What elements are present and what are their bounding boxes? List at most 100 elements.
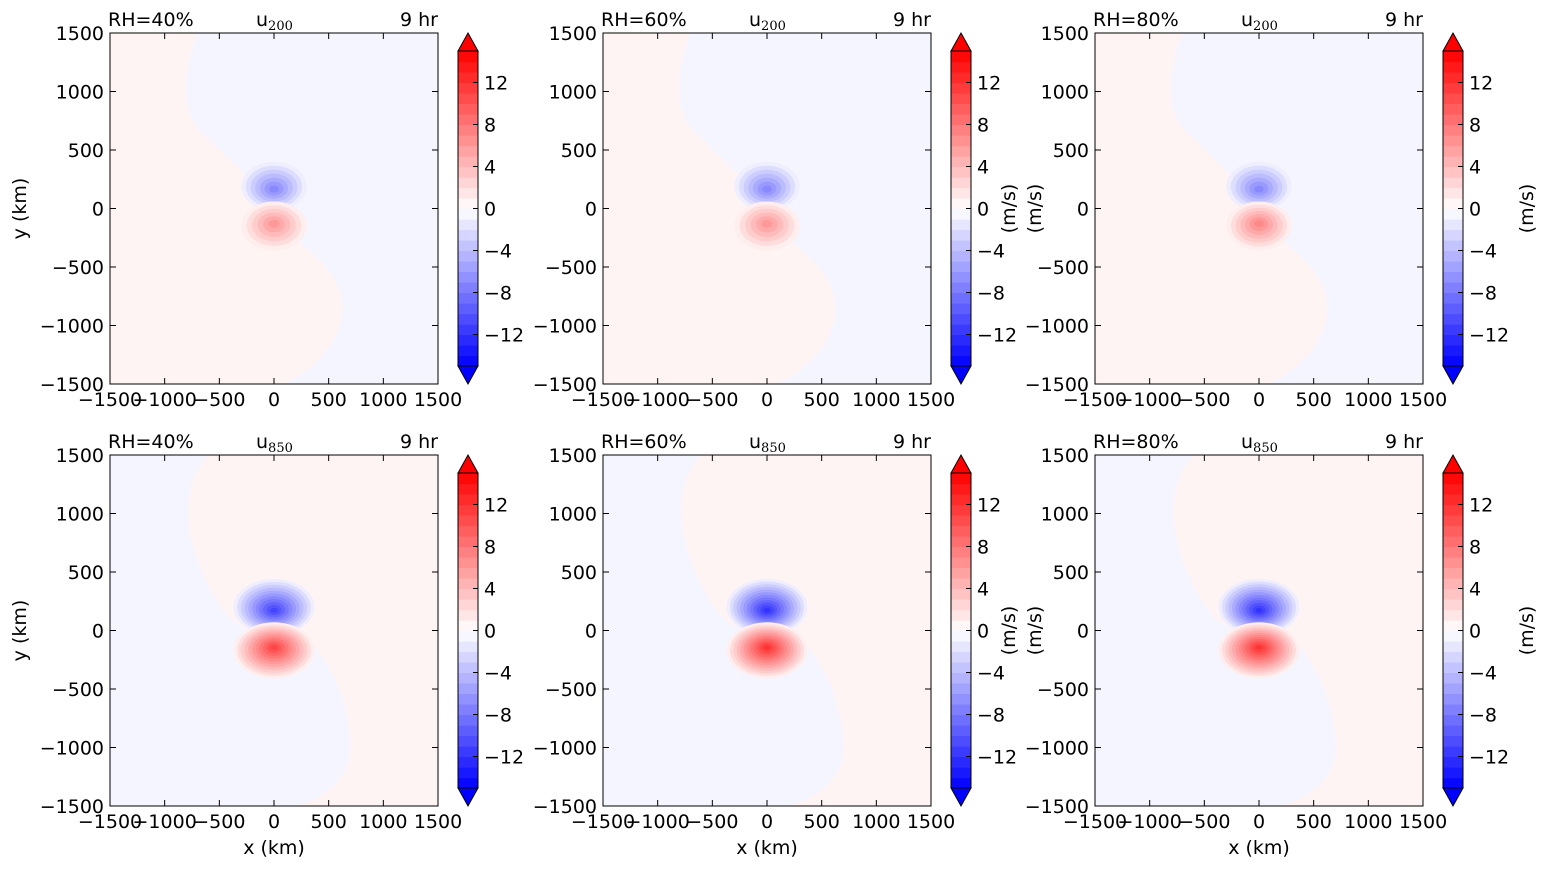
x-tick-label: 1500 (907, 389, 955, 411)
y-tick-label: 1500 (549, 445, 597, 467)
y-tick-label: −1500 (533, 796, 597, 818)
colorbar-tick-label: −12 (977, 747, 1017, 769)
colorbar-tick-label: 0 (977, 199, 989, 221)
y-tick-label: −500 (545, 257, 597, 279)
x-tick-label: −500 (1178, 811, 1230, 833)
time-label: 9 hr (400, 431, 438, 453)
x-tick-label: −1000 (1118, 811, 1182, 833)
time-label: 9 hr (893, 431, 931, 453)
variable-label: u850 (749, 431, 786, 456)
south-lobe (233, 622, 315, 679)
panel-bottom-2: −1500−1000−500 0 500 1000 1500−1500−1000−500… (533, 431, 1046, 859)
x-axis-label: x (km) (243, 837, 305, 859)
colorbar-tick-label: −4 (1469, 663, 1497, 685)
colorbar: −12 −8 −4 0 4 8 12 (m/s) (1442, 31, 1538, 386)
x-tick-label: −1500 (571, 811, 635, 833)
colorbar-tick-label: 0 (1469, 199, 1481, 221)
x-tick-label: 1000 (1344, 389, 1392, 411)
y-tick-label: 1000 (1041, 504, 1089, 526)
y-tick-label: 0 (585, 199, 597, 221)
colorbar-extend-max (457, 453, 479, 474)
south-lobe (1226, 201, 1292, 251)
x-tick-label: −1000 (626, 389, 690, 411)
y-tick-label: 1000 (549, 82, 597, 104)
x-tick-label: −1500 (1063, 811, 1127, 833)
x-tick-label: 500 (804, 389, 840, 411)
y-tick-label: −1000 (40, 316, 104, 338)
colorbar-tick-label: 0 (977, 621, 989, 643)
colorbar-tick-label: 12 (977, 495, 1001, 517)
y-tick-label: 1000 (549, 504, 597, 526)
colorbar-extend-min (950, 365, 972, 386)
colorbar-tick-label: −8 (977, 705, 1005, 727)
y-tick-label: −1500 (1025, 374, 1089, 396)
contour-field (110, 33, 438, 384)
panel-top-2: −1500−1000−500 0 500 1000 1500−1500−1000−500… (533, 9, 1046, 411)
x-tick-label: 0 (761, 811, 773, 833)
x-tick-label: 0 (1253, 811, 1265, 833)
x-tick-label: 1500 (907, 811, 955, 833)
y-axis-label: y (km) (9, 600, 31, 662)
colorbar-tick-label: 4 (484, 157, 496, 179)
colorbar-tick-label: 8 (484, 537, 496, 559)
colorbar-tick-label: −4 (1469, 241, 1497, 263)
y-tick-label: −500 (1037, 679, 1089, 701)
y-tick-label: 500 (1053, 562, 1089, 584)
y-tick-label: −500 (52, 257, 104, 279)
x-tick-label: 1500 (1399, 811, 1447, 833)
colorbar-tick-label: −4 (484, 241, 512, 263)
time-label: 9 hr (893, 9, 931, 31)
colorbar-extend-min (1442, 365, 1464, 386)
colorbar-label: (m/s) (1516, 184, 1538, 234)
x-tick-label: 0 (761, 389, 773, 411)
y-axis-label: y (km) (9, 178, 31, 240)
colorbar-tick-label: 12 (977, 73, 1001, 95)
x-tick-label: 0 (268, 811, 280, 833)
panel-bottom-3: −1500−1000−500 0 500 1000 1500−1500−1000−500… (998, 431, 1538, 859)
y-tick-label: 1500 (1041, 23, 1089, 45)
colorbar-tick-label: −4 (977, 663, 1005, 685)
y-tick-label: 500 (68, 562, 104, 584)
x-tick-label: −500 (193, 389, 245, 411)
colorbar-tick-label: 12 (484, 495, 508, 517)
y-tick-label: 1000 (1041, 82, 1089, 104)
y-tick-label: −1500 (40, 796, 104, 818)
y-tick-label: 1000 (56, 82, 104, 104)
colorbar-tick-label: 12 (484, 73, 508, 95)
rh-label: RH=80% (1093, 431, 1179, 453)
contour-field (1095, 33, 1423, 384)
colorbar-tick-label: 4 (1469, 157, 1481, 179)
colorbar-extend-min (457, 787, 479, 808)
x-tick-label: −1000 (626, 811, 690, 833)
contour-field (603, 33, 931, 384)
colorbar-extend-max (457, 31, 479, 52)
colorbar-tick-label: −4 (484, 663, 512, 685)
x-tick-label: 500 (1296, 811, 1332, 833)
y-tick-label: 1000 (56, 504, 104, 526)
background-field-positive (1173, 455, 1423, 806)
y-axis-label: (m/s) (998, 606, 1020, 656)
y-tick-label: −1000 (1025, 316, 1089, 338)
x-tick-label: −500 (193, 811, 245, 833)
x-tick-label: −1500 (78, 389, 142, 411)
colorbar-tick-label: −12 (977, 325, 1017, 347)
y-tick-label: 0 (585, 621, 597, 643)
y-tick-label: 1500 (1041, 445, 1089, 467)
x-axis-label: x (km) (736, 837, 798, 859)
colorbar-tick-label: 8 (1469, 115, 1481, 137)
time-label: 9 hr (1385, 431, 1423, 453)
colorbar-tick-label: 12 (1469, 73, 1493, 95)
south-lobe (726, 622, 808, 679)
colorbar-extend-min (950, 787, 972, 808)
x-tick-label: −1000 (133, 811, 197, 833)
x-tick-label: −500 (686, 811, 738, 833)
north-lobe (734, 161, 800, 211)
y-tick-label: 500 (561, 140, 597, 162)
colorbar-tick-label: −8 (484, 705, 512, 727)
colorbar-tick-label: −12 (484, 325, 524, 347)
x-tick-label: 0 (1253, 389, 1265, 411)
background-field-positive (110, 33, 343, 384)
colorbar-tick-label: −8 (484, 283, 512, 305)
north-lobe (233, 579, 315, 636)
